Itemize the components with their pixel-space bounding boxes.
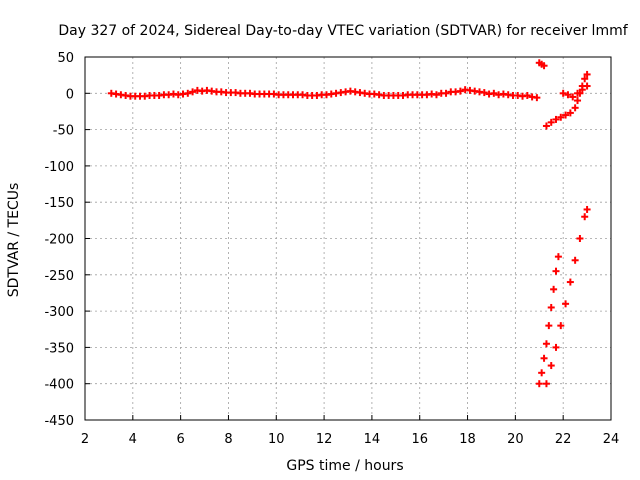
- y-tick-label: -250: [44, 269, 74, 284]
- data-point: [571, 256, 579, 264]
- data-point: [583, 70, 591, 78]
- x-tick-label: 16: [411, 432, 428, 447]
- plot-frame: [84, 56, 612, 421]
- data-point: [538, 369, 546, 377]
- data-point: [554, 253, 562, 261]
- ticks: [84, 56, 612, 421]
- data-point: [535, 380, 543, 388]
- y-tick-label: -450: [44, 414, 74, 429]
- y-tick-label: 50: [57, 51, 74, 66]
- data-point: [564, 91, 572, 99]
- y-axis-label: SDTVAR / TECUs: [6, 183, 22, 298]
- data-point: [557, 322, 565, 330]
- grid: [85, 57, 611, 420]
- data-points: [107, 59, 591, 388]
- data-point: [542, 380, 550, 388]
- data-point: [566, 278, 574, 286]
- y-tick-label: -300: [44, 305, 74, 320]
- data-point: [552, 115, 560, 123]
- data-point: [184, 89, 192, 97]
- data-point: [542, 122, 550, 130]
- x-tick-label: 6: [176, 432, 184, 447]
- data-point: [566, 109, 574, 117]
- data-point: [581, 213, 589, 221]
- data-point: [552, 343, 560, 351]
- x-tick-label: 4: [129, 432, 137, 447]
- data-point: [533, 94, 541, 102]
- x-tick-label: 14: [364, 432, 381, 447]
- data-point: [581, 75, 589, 83]
- data-point: [574, 97, 582, 105]
- data-point: [523, 91, 531, 99]
- data-point: [547, 118, 555, 126]
- x-axis-label: GPS time / hours: [286, 458, 403, 474]
- x-tick-label: 10: [268, 432, 285, 447]
- tick-labels: 2 4 6 8 10 12 14 16 18 20 22 24500-50-100-150-200-2…: [44, 51, 619, 447]
- data-point: [574, 89, 582, 97]
- data-point: [550, 285, 558, 293]
- x-tick-label: 18: [459, 432, 476, 447]
- data-point: [432, 91, 440, 99]
- data-point: [569, 93, 577, 101]
- x-tick-label: 20: [507, 432, 524, 447]
- y-tick-label: -150: [44, 196, 74, 211]
- data-point: [552, 267, 560, 275]
- y-tick-label: 0: [66, 87, 74, 102]
- data-point: [540, 354, 548, 362]
- x-tick-label: 22: [555, 432, 572, 447]
- data-point: [547, 303, 555, 311]
- data-point: [547, 362, 555, 370]
- x-tick-label: 2: [81, 432, 89, 447]
- x-tick-label: 8: [224, 432, 232, 447]
- data-point: [576, 235, 584, 242]
- data-point: [562, 300, 570, 308]
- data-point: [542, 340, 550, 348]
- x-tick-label: 24: [603, 432, 620, 447]
- data-point: [557, 113, 565, 121]
- data-point: [456, 87, 464, 95]
- data-point: [583, 82, 591, 90]
- data-point: [490, 89, 498, 97]
- data-point: [583, 205, 591, 213]
- data-point: [540, 62, 548, 70]
- data-point: [545, 322, 553, 330]
- data-point: [480, 89, 488, 97]
- y-tick-label: -350: [44, 341, 74, 356]
- x-tick-label: 12: [316, 432, 333, 447]
- data-point: [189, 88, 197, 96]
- y-tick-label: -100: [44, 160, 74, 175]
- y-tick-label: -200: [44, 233, 74, 248]
- data-point: [559, 89, 567, 97]
- data-point: [571, 104, 579, 112]
- data-point: [578, 86, 586, 94]
- y-tick-label: -400: [44, 378, 74, 393]
- y-tick-label: -50: [53, 124, 74, 139]
- data-point: [562, 111, 570, 119]
- data-point: [442, 89, 450, 97]
- chart-title: Day 327 of 2024, Sidereal Day-to-day VTE…: [58, 23, 628, 39]
